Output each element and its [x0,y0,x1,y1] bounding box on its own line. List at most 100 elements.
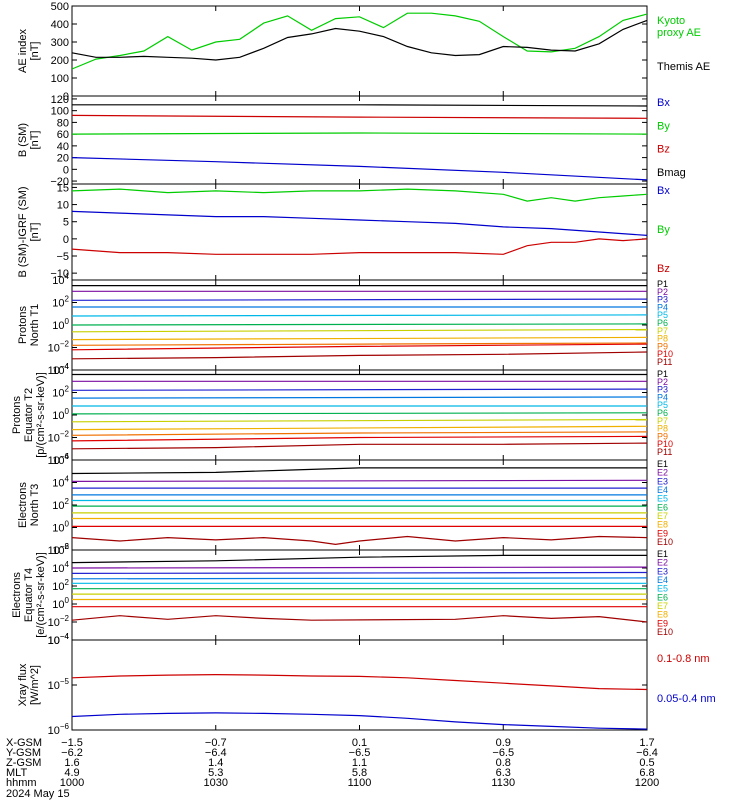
y-axis-label: Protons [17,306,29,344]
y-axis-label: Electrons [17,482,29,528]
legend-label: P6 [657,318,668,328]
y-tick-label: 10−2 [48,614,70,629]
x-axis-value: −6.4 [205,747,227,759]
series-line [71,323,648,326]
panel-frame [71,459,648,551]
y-tick-label: 106 [52,452,69,467]
y-tick-label: −20 [50,176,69,188]
panel-frame [71,95,648,185]
x-axis-value: 6.3 [496,767,511,779]
legend-label: Bmag [657,167,686,179]
y-tick-label: 10−4 [48,632,70,647]
legend-label: E6 [657,592,668,602]
y-tick-label: 10−2 [48,430,70,445]
series-line [71,342,648,346]
y-tick-label: 102 [52,385,69,400]
legend-label: Kyoto [657,15,685,27]
legend-label: E7 [657,511,668,521]
y-axis-label: [W/m^2] [29,665,41,705]
series-line [71,238,648,255]
legend-label: P5 [657,310,668,320]
y-tick-label: 102 [52,497,69,512]
legend-label: E4 [657,575,668,585]
series-line [71,336,648,341]
y-tick-label: 10−2 [48,340,70,355]
legend-label: By [657,120,670,132]
legend-label: P7 [657,326,668,336]
y-axis-label: B (SM)-IGRF (SM) [17,186,29,277]
series-line [71,431,648,436]
series-line [71,412,648,415]
x-axis-value: 1.6 [64,757,79,769]
legend-label: Bx [657,97,670,109]
series-line [71,12,648,70]
y-tick-label: 15 [57,182,69,194]
x-axis-row-label: Z-GSM [6,757,41,769]
y-tick-label: 100 [52,520,69,535]
series-line [71,442,648,450]
y-tick-label: 100 [52,317,69,332]
legend-label: E10 [657,537,673,547]
x-axis-value: 6.8 [639,767,654,779]
legend-label: P9 [657,341,668,351]
panel-frame [71,549,648,641]
legend-label: P5 [657,400,668,410]
legend-label: P1 [657,279,668,289]
series-line [71,479,648,482]
y-tick-label: 400 [51,19,69,31]
legend-label: E9 [657,528,668,538]
x-axis-value: 0.1 [352,737,367,749]
legend-label: E6 [657,502,668,512]
y-tick-label: 60 [57,129,69,141]
series-line [72,104,648,107]
legend-label: P6 [657,408,668,418]
y-tick-label: 200 [51,55,69,67]
x-axis-value: 0.9 [496,737,511,749]
legend-label: P4 [657,392,668,402]
x-axis-value: −0.7 [205,737,227,749]
y-tick-label: 100 [51,106,69,118]
x-axis-value: −6.5 [349,747,371,759]
legend-label: E9 [657,618,668,628]
y-axis-label: Equator T4 [23,568,35,622]
legend-label: E3 [657,476,668,486]
y-axis-label: Xray flux [17,663,29,706]
y-tick-label: 106 [52,542,69,557]
y-axis-label: [p/(cm²-s-sr-keV)] [35,372,47,458]
legend-label: Bz [657,263,670,275]
series-line [71,188,648,202]
x-axis-row-label: Y-GSM [6,747,41,759]
series-line [71,114,648,119]
legend-label: E8 [657,520,668,530]
y-tick-label: 0 [63,164,69,176]
series-line [71,467,647,475]
series-line [71,673,648,691]
y-tick-label: 500 [51,1,69,13]
y-tick-label: 10 [57,200,69,212]
x-axis-value: 5.8 [352,767,367,779]
legend-label: P10 [657,349,673,359]
x-axis-row-label: hhmm [6,777,37,789]
series-line [71,425,648,431]
legend-label: E8 [657,610,668,620]
series-line [71,314,648,317]
series-line [71,19,648,61]
x-axis-value: 1130 [491,777,515,789]
legend-label: P4 [657,302,668,312]
x-axis-value: 1200 [635,777,659,789]
y-tick-label: 10−4 [48,452,70,467]
x-axis-value: 1.7 [639,737,654,749]
y-axis-label: [e/(cm²-s-sr-keV)] [35,552,47,638]
y-tick-label: 120 [51,94,69,106]
legend-label: proxy AE [657,27,701,39]
legend-label: E4 [657,485,668,495]
series-line [71,396,648,399]
legend-label: E2 [657,558,668,568]
y-tick-label: 10−4 [48,632,70,647]
x-axis-value: 1000 [60,777,84,789]
series-line [71,343,648,351]
series-line [71,298,648,301]
legend-label: 0.05-0.4 nm [657,693,716,705]
x-axis-value: 4.9 [64,767,79,779]
